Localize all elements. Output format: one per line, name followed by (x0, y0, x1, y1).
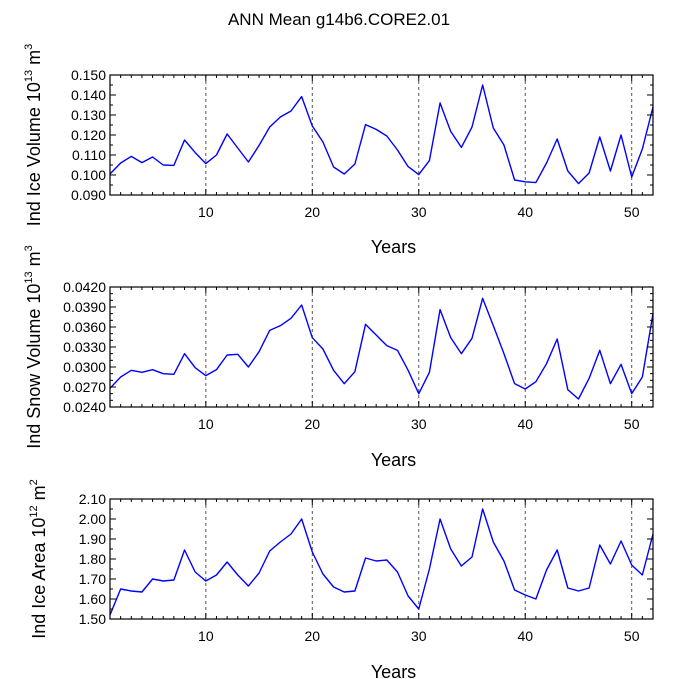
plot-frame (109, 74, 654, 196)
y-tick-label: 1.60 (79, 591, 106, 607)
x-axis-label: Years (371, 662, 416, 679)
x-tick-label: 10 (198, 204, 214, 220)
y-tick-label: 0.0360 (63, 319, 106, 335)
y-tick-label: 2.00 (79, 511, 106, 527)
y-tick-label: 0.120 (71, 127, 106, 143)
x-tick-label: 50 (624, 204, 640, 220)
y-tick-label: 0.0240 (63, 399, 106, 415)
y-tick-label: 0.150 (71, 67, 106, 83)
y-tick-label: 1.70 (79, 571, 106, 587)
x-tick-label: 10 (198, 628, 214, 644)
y-tick-label: 0.130 (71, 107, 106, 123)
y-tick-label: 0.100 (71, 167, 106, 183)
y-tick-label: 1.50 (79, 611, 106, 627)
x-axis-label: Years (371, 450, 416, 470)
x-tick-label: 20 (305, 204, 321, 220)
x-axis-label: Years (371, 237, 416, 257)
y-axis-label: Ind Ice Area 1012 m2 (28, 479, 49, 638)
y-axis-label: Ind Snow Volume 1013 m3 (23, 245, 44, 449)
x-tick-label: 10 (198, 416, 214, 432)
y-tick-label: 1.90 (79, 531, 106, 547)
y-axis-label: Ind Ice Volume 1013 m3 (23, 44, 44, 226)
x-tick-label: 30 (411, 628, 427, 644)
plot-frame (109, 498, 654, 620)
y-tick-label: 0.110 (72, 147, 106, 163)
x-tick-label: 30 (411, 416, 427, 432)
y-tick-label: 1.80 (79, 551, 106, 567)
series-line (109, 84, 654, 185)
x-tick-label: 50 (624, 416, 640, 432)
x-tick-label: 40 (517, 416, 533, 432)
x-tick-label: 20 (305, 628, 321, 644)
series-line (109, 297, 654, 400)
x-tick-label: 40 (517, 204, 533, 220)
chart-panel-2: 10 20 30 40 50 0.0240 0.0270 0.0300 0.0330 0.0360… (23, 245, 654, 470)
x-tick-label: 40 (517, 628, 533, 644)
y-tick-label: 0.0300 (63, 359, 106, 375)
y-tick-label: 0.0390 (63, 299, 106, 315)
chart-panel-3: 10 20 30 40 50 1.50 1.60 1.70 1.80 1.90 2.00 2.10 Ye… (28, 479, 654, 679)
chart-panel-1: 10 20 30 40 50 0.090 0.100 0.110 0.120 0.130 0.140… (23, 44, 654, 257)
chart-title: ANN Mean g14b6.CORE2.01 (228, 10, 450, 29)
plot-frame (109, 286, 654, 408)
x-tick-label: 50 (624, 628, 640, 644)
x-tick-label: 20 (305, 416, 321, 432)
series-line (109, 508, 654, 616)
y-tick-label: 0.0420 (63, 279, 106, 295)
x-tick-label: 30 (411, 204, 427, 220)
y-tick-label: 0.0270 (63, 379, 106, 395)
y-tick-label: 0.0330 (63, 339, 106, 355)
y-tick-label: 2.10 (79, 491, 106, 507)
y-tick-label: 0.140 (71, 87, 106, 103)
y-tick-label: 0.090 (71, 187, 106, 203)
